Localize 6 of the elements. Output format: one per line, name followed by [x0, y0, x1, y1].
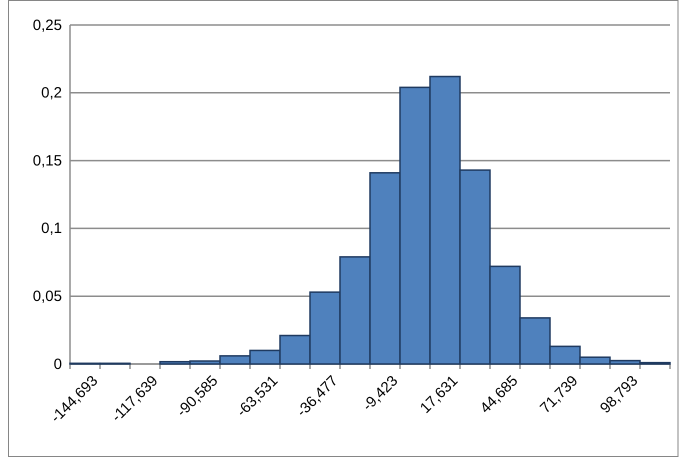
- y-tick-label: 0,15: [32, 152, 62, 170]
- y-tick-label: 0,25: [32, 16, 62, 34]
- y-tick-label: 0,2: [41, 84, 62, 102]
- y-tick-label: 0,05: [32, 288, 62, 305]
- y-tick-label: 0,1: [41, 220, 62, 238]
- y-tick-label: 0: [54, 356, 62, 373]
